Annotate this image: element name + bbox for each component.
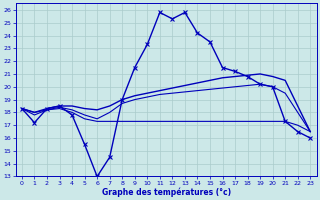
- X-axis label: Graphe des températures (°c): Graphe des températures (°c): [101, 187, 231, 197]
